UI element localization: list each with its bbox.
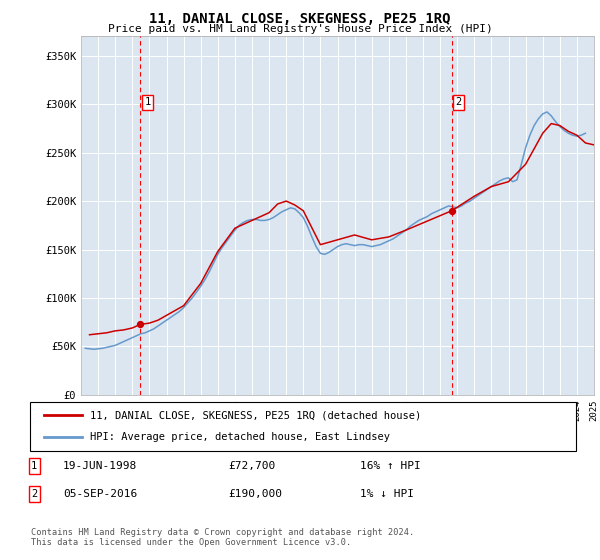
Text: 1: 1 xyxy=(145,97,151,108)
Text: 05-SEP-2016: 05-SEP-2016 xyxy=(63,489,137,499)
Text: 1: 1 xyxy=(31,461,37,471)
Text: 1% ↓ HPI: 1% ↓ HPI xyxy=(360,489,414,499)
Text: 11, DANIAL CLOSE, SKEGNESS, PE25 1RQ: 11, DANIAL CLOSE, SKEGNESS, PE25 1RQ xyxy=(149,12,451,26)
Text: 16% ↑ HPI: 16% ↑ HPI xyxy=(360,461,421,471)
Text: 11, DANIAL CLOSE, SKEGNESS, PE25 1RQ (detached house): 11, DANIAL CLOSE, SKEGNESS, PE25 1RQ (de… xyxy=(90,410,421,421)
FancyBboxPatch shape xyxy=(30,402,576,451)
Text: Contains HM Land Registry data © Crown copyright and database right 2024.
This d: Contains HM Land Registry data © Crown c… xyxy=(31,528,415,547)
Text: £190,000: £190,000 xyxy=(228,489,282,499)
Text: £72,700: £72,700 xyxy=(228,461,275,471)
Point xyxy=(447,206,457,215)
Text: HPI: Average price, detached house, East Lindsey: HPI: Average price, detached house, East… xyxy=(90,432,390,442)
Text: 2: 2 xyxy=(31,489,37,499)
Text: 19-JUN-1998: 19-JUN-1998 xyxy=(63,461,137,471)
Text: 2: 2 xyxy=(455,97,461,108)
Point xyxy=(136,320,145,329)
Text: Price paid vs. HM Land Registry's House Price Index (HPI): Price paid vs. HM Land Registry's House … xyxy=(107,24,493,34)
